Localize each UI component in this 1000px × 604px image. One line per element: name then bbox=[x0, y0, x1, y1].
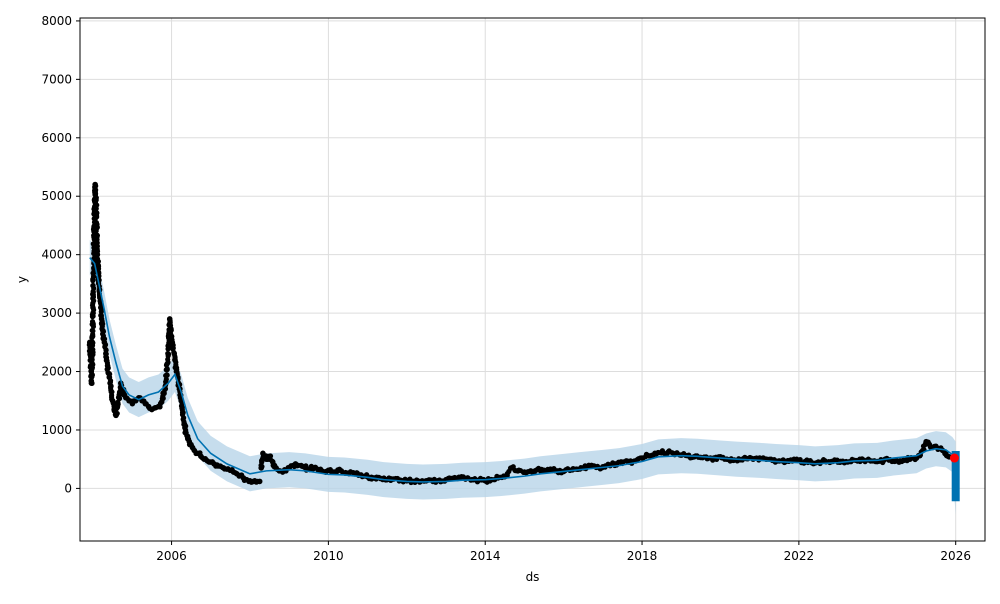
x-tick-label: 2026 bbox=[940, 549, 971, 563]
observed-point bbox=[90, 283, 96, 289]
x-tick-label: 2018 bbox=[627, 549, 658, 563]
plot-frame bbox=[79, 17, 986, 542]
observed-point bbox=[93, 215, 99, 221]
observed-point bbox=[164, 372, 170, 378]
y-axis-label: y bbox=[15, 276, 29, 283]
y-tick-label: 0 bbox=[64, 481, 72, 495]
observed-point bbox=[89, 327, 95, 334]
x-tick-label: 2010 bbox=[313, 549, 344, 563]
highlight-point bbox=[949, 453, 959, 463]
y-tick-label: 5000 bbox=[41, 189, 72, 203]
x-tick-label: 2006 bbox=[156, 549, 187, 563]
observed-point bbox=[165, 350, 171, 357]
observed-point bbox=[89, 339, 95, 345]
observed-point bbox=[108, 385, 114, 391]
observed-point bbox=[88, 378, 95, 384]
uncertainty-band bbox=[89, 240, 956, 515]
y-tick-label: 3000 bbox=[41, 306, 72, 320]
observed-point bbox=[164, 367, 170, 373]
y-tick-label: 7000 bbox=[41, 72, 72, 86]
observed-point bbox=[256, 478, 263, 485]
x-axis-label: ds bbox=[526, 570, 540, 584]
observed-point bbox=[183, 423, 189, 429]
x-tick-label: 2022 bbox=[784, 549, 815, 563]
x-tick-label: 2014 bbox=[470, 549, 501, 563]
observed-point bbox=[181, 415, 187, 421]
observed-point bbox=[90, 347, 96, 353]
observed-point bbox=[93, 228, 99, 234]
y-tick-label: 1000 bbox=[41, 423, 72, 437]
observed-point bbox=[94, 257, 100, 263]
highlight-layer bbox=[949, 453, 959, 463]
forecast-line-layer bbox=[89, 257, 960, 502]
observed-point bbox=[89, 319, 96, 325]
y-axis-ticks: 0 1000 2000 3000 4000 5000 6000 7000 8000 bbox=[41, 14, 80, 495]
observed-point bbox=[115, 400, 121, 406]
uncertainty-band-layer bbox=[89, 240, 956, 515]
y-tick-label: 2000 bbox=[41, 365, 72, 379]
y-tick-label: 8000 bbox=[41, 14, 72, 28]
forecast-tail bbox=[951, 451, 960, 502]
x-axis-ticks: 2006 2010 2014 2018 2022 2026 bbox=[156, 541, 971, 563]
observed-point bbox=[92, 184, 98, 190]
observed-point bbox=[105, 365, 111, 371]
observed-point bbox=[114, 410, 120, 417]
y-tick-label: 4000 bbox=[41, 248, 72, 262]
forecast-line bbox=[89, 257, 957, 483]
y-tick-label: 6000 bbox=[41, 131, 72, 145]
grid bbox=[80, 18, 985, 541]
observed-points-layer bbox=[86, 181, 952, 486]
